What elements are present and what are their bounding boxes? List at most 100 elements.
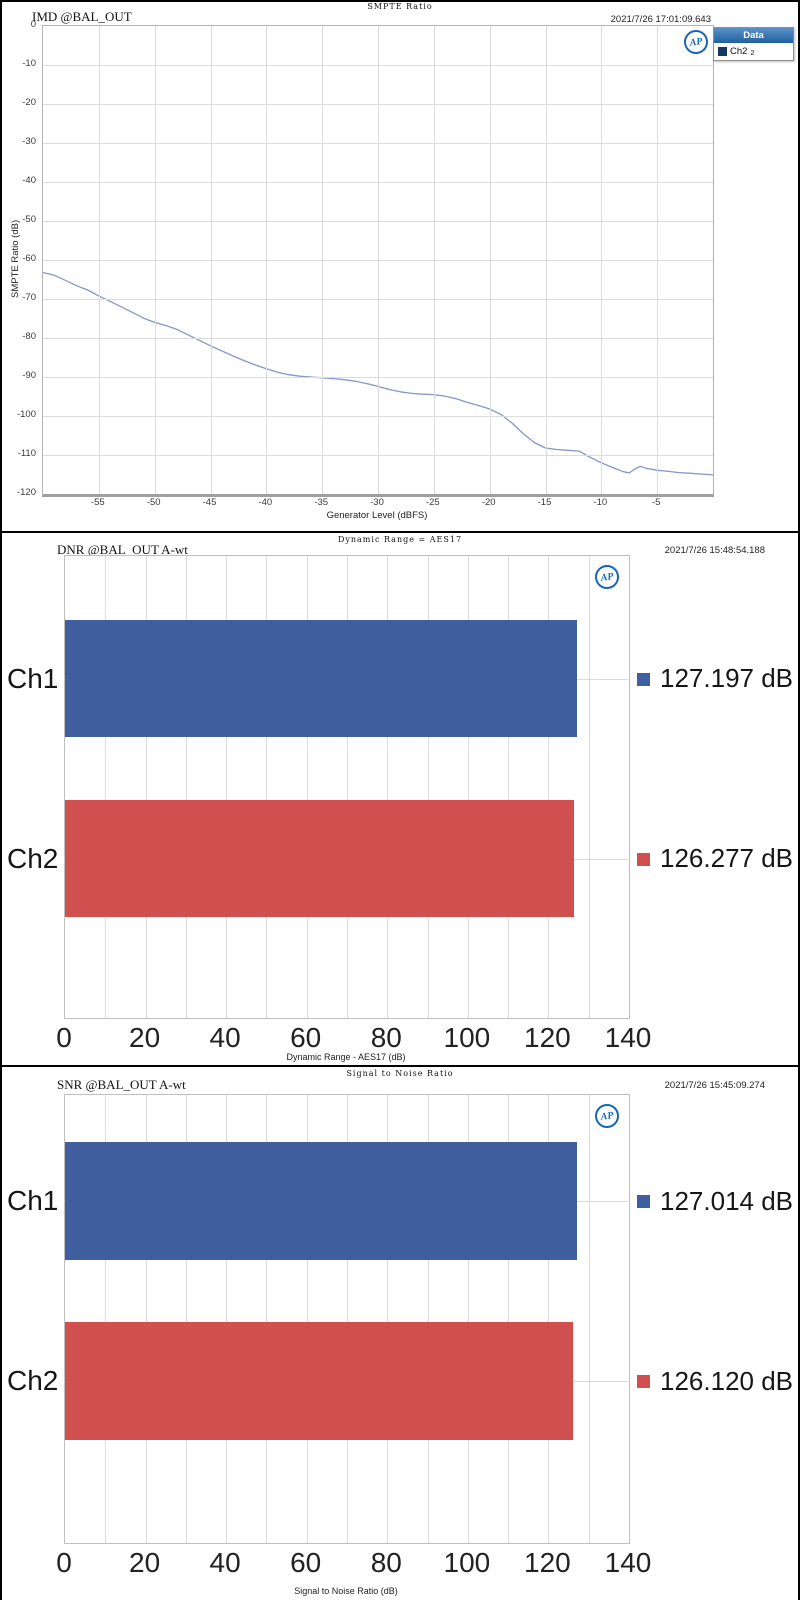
bar-row-ch2: Ch2 126.120 dB [2, 1322, 798, 1440]
x-gridline [508, 1095, 510, 1543]
x-gridline [105, 556, 107, 1018]
x-gridline [306, 556, 308, 1018]
x-tick-label: 80 [370, 1022, 402, 1053]
chart-title: DNR @BAL_OUT A-wt [57, 542, 188, 557]
panel-snr: Signal to Noise Ratio SNR @BAL_OUT A-wt … [2, 1065, 798, 1600]
panel-header: Dynamic Range = AES17 [337, 535, 463, 544]
legend-header: Data [714, 28, 793, 43]
timestamp: 2021/7/26 17:01:09.643 [610, 14, 711, 25]
x-gridline [306, 1095, 308, 1543]
value-label: 126.120 dB [660, 1365, 794, 1396]
x-gridline [145, 556, 147, 1018]
line-plot-area: AP [42, 25, 714, 497]
y-tick-label: -120 [16, 487, 36, 498]
x-gridline [226, 556, 228, 1018]
y-tick-label: -20 [22, 97, 36, 108]
category-label: Ch1 [7, 662, 59, 694]
value-marker-ch2 [637, 1375, 650, 1388]
y-gridline [43, 299, 713, 300]
legend-item-label: Ch2 [730, 46, 748, 57]
legend-box: Data Ch2 2 [713, 27, 794, 61]
bar-ch1 [65, 620, 578, 737]
y-axis-ticks: 0 -10 -20 -30 -40 -50 -60 -70 -80 -90 -100 -110 -120 [2, 20, 38, 498]
y-tick-label: 0 [30, 19, 36, 30]
y-tick-label: -30 [22, 136, 36, 147]
y-gridline [43, 143, 713, 144]
bar-ch1 [65, 1142, 577, 1260]
smpte-ratio-series-line [42, 271, 714, 476]
x-gridline [185, 1095, 187, 1543]
x-gridline [387, 556, 389, 1018]
category-label: Ch2 [7, 1365, 59, 1396]
x-tick-label: 120 [524, 1547, 571, 1578]
y-tick-label: -10 [22, 58, 36, 69]
bar-ch2 [65, 800, 574, 917]
y-gridline [43, 221, 713, 222]
x-tick-label: 40 [209, 1547, 241, 1578]
x-tick-label: 140 [604, 1022, 652, 1053]
value-label: 127.197 dB [660, 663, 794, 693]
x-gridline [347, 556, 348, 1018]
x-tick-label: 100 [443, 1547, 491, 1578]
category-label: Ch1 [7, 1185, 59, 1216]
legend-swatch [718, 47, 727, 56]
timestamp: 2021/7/26 15:45:09.274 [664, 1080, 765, 1091]
y-tick-label: -90 [22, 370, 36, 381]
x-tick-label: 20 [129, 1022, 161, 1053]
x-tick-label: 120 [524, 1022, 571, 1053]
x-axis-ticks: 0 20 40 60 80 100 120 140 [2, 1022, 798, 1054]
x-axis-label: Dynamic Range - AES17 (dB) [286, 1052, 406, 1062]
x-tick-label: -35 [314, 497, 329, 508]
chart-title: SNR @BAL_OUT A-wt [57, 1077, 186, 1092]
x-gridline [588, 1095, 590, 1543]
legend-item-ch2: Ch2 2 [714, 43, 793, 60]
y-gridline [43, 338, 713, 339]
x-tick-label: 0 [56, 1547, 72, 1578]
x-tick-label: 60 [290, 1547, 322, 1578]
bar-row-ch1: Ch1 127.197 dB [2, 620, 798, 737]
y-gridline [43, 182, 713, 183]
y-gridline [43, 104, 713, 105]
x-tick-label: 60 [290, 1022, 322, 1053]
x-tick-label: 0 [56, 1022, 72, 1053]
y-gridline [43, 416, 713, 417]
x-gridline [266, 556, 268, 1018]
legend-item-sub: 2 [750, 50, 755, 57]
panel-dnr: Dynamic Range = AES17 DNR @BAL_OUT A-wt … [2, 531, 798, 1065]
x-tick-label: -15 [537, 497, 552, 508]
x-gridline [145, 1095, 147, 1543]
x-gridline [427, 556, 429, 1018]
x-axis-label: Generator Level (dBFS) [326, 510, 428, 521]
y-gridline [43, 455, 713, 456]
x-tick-label: 80 [370, 1547, 402, 1578]
x-tick-label: -55 [90, 497, 105, 508]
bar-row-ch1: Ch1 127.014 dB [2, 1142, 798, 1260]
y-gridline [43, 377, 713, 378]
x-gridline [508, 556, 510, 1018]
x-tick-label: -40 [258, 497, 273, 508]
value-marker-ch1 [637, 672, 650, 686]
panel-imd: SMPTE Ratio IMD @BAL_OUT 2021/7/26 17:01… [2, 2, 798, 531]
x-axis-ticks: 0 20 40 60 80 100 120 140 [2, 1547, 798, 1579]
x-gridline [467, 556, 469, 1018]
y-tick-label: -110 [17, 448, 36, 459]
y-gridline [43, 65, 713, 66]
x-tick-label: -50 [146, 497, 161, 508]
x-tick-label: 140 [604, 1547, 652, 1578]
value-label: 127.014 dB [660, 1185, 794, 1216]
x-tick-label: -20 [481, 497, 496, 508]
x-gridline [387, 1095, 389, 1543]
x-axis-label: Signal to Noise Ratio (dB) [294, 1586, 398, 1596]
x-gridline [185, 556, 187, 1018]
x-gridline [105, 1095, 107, 1543]
value-marker-ch1 [637, 1195, 650, 1208]
x-gridline [548, 556, 550, 1018]
bar-row-ch2: Ch2 126.277 dB [2, 800, 798, 917]
bar-ch2 [65, 1322, 574, 1440]
panel-header: Signal to Noise Ratio [346, 1069, 454, 1078]
x-gridline [226, 1095, 228, 1543]
value-marker-ch2 [637, 852, 650, 866]
y-tick-label: -100 [16, 409, 36, 420]
x-axis-ticks: -55 -50 -45 -40 -35 -30 -25 -20 -15 -10 -5 [42, 497, 712, 508]
